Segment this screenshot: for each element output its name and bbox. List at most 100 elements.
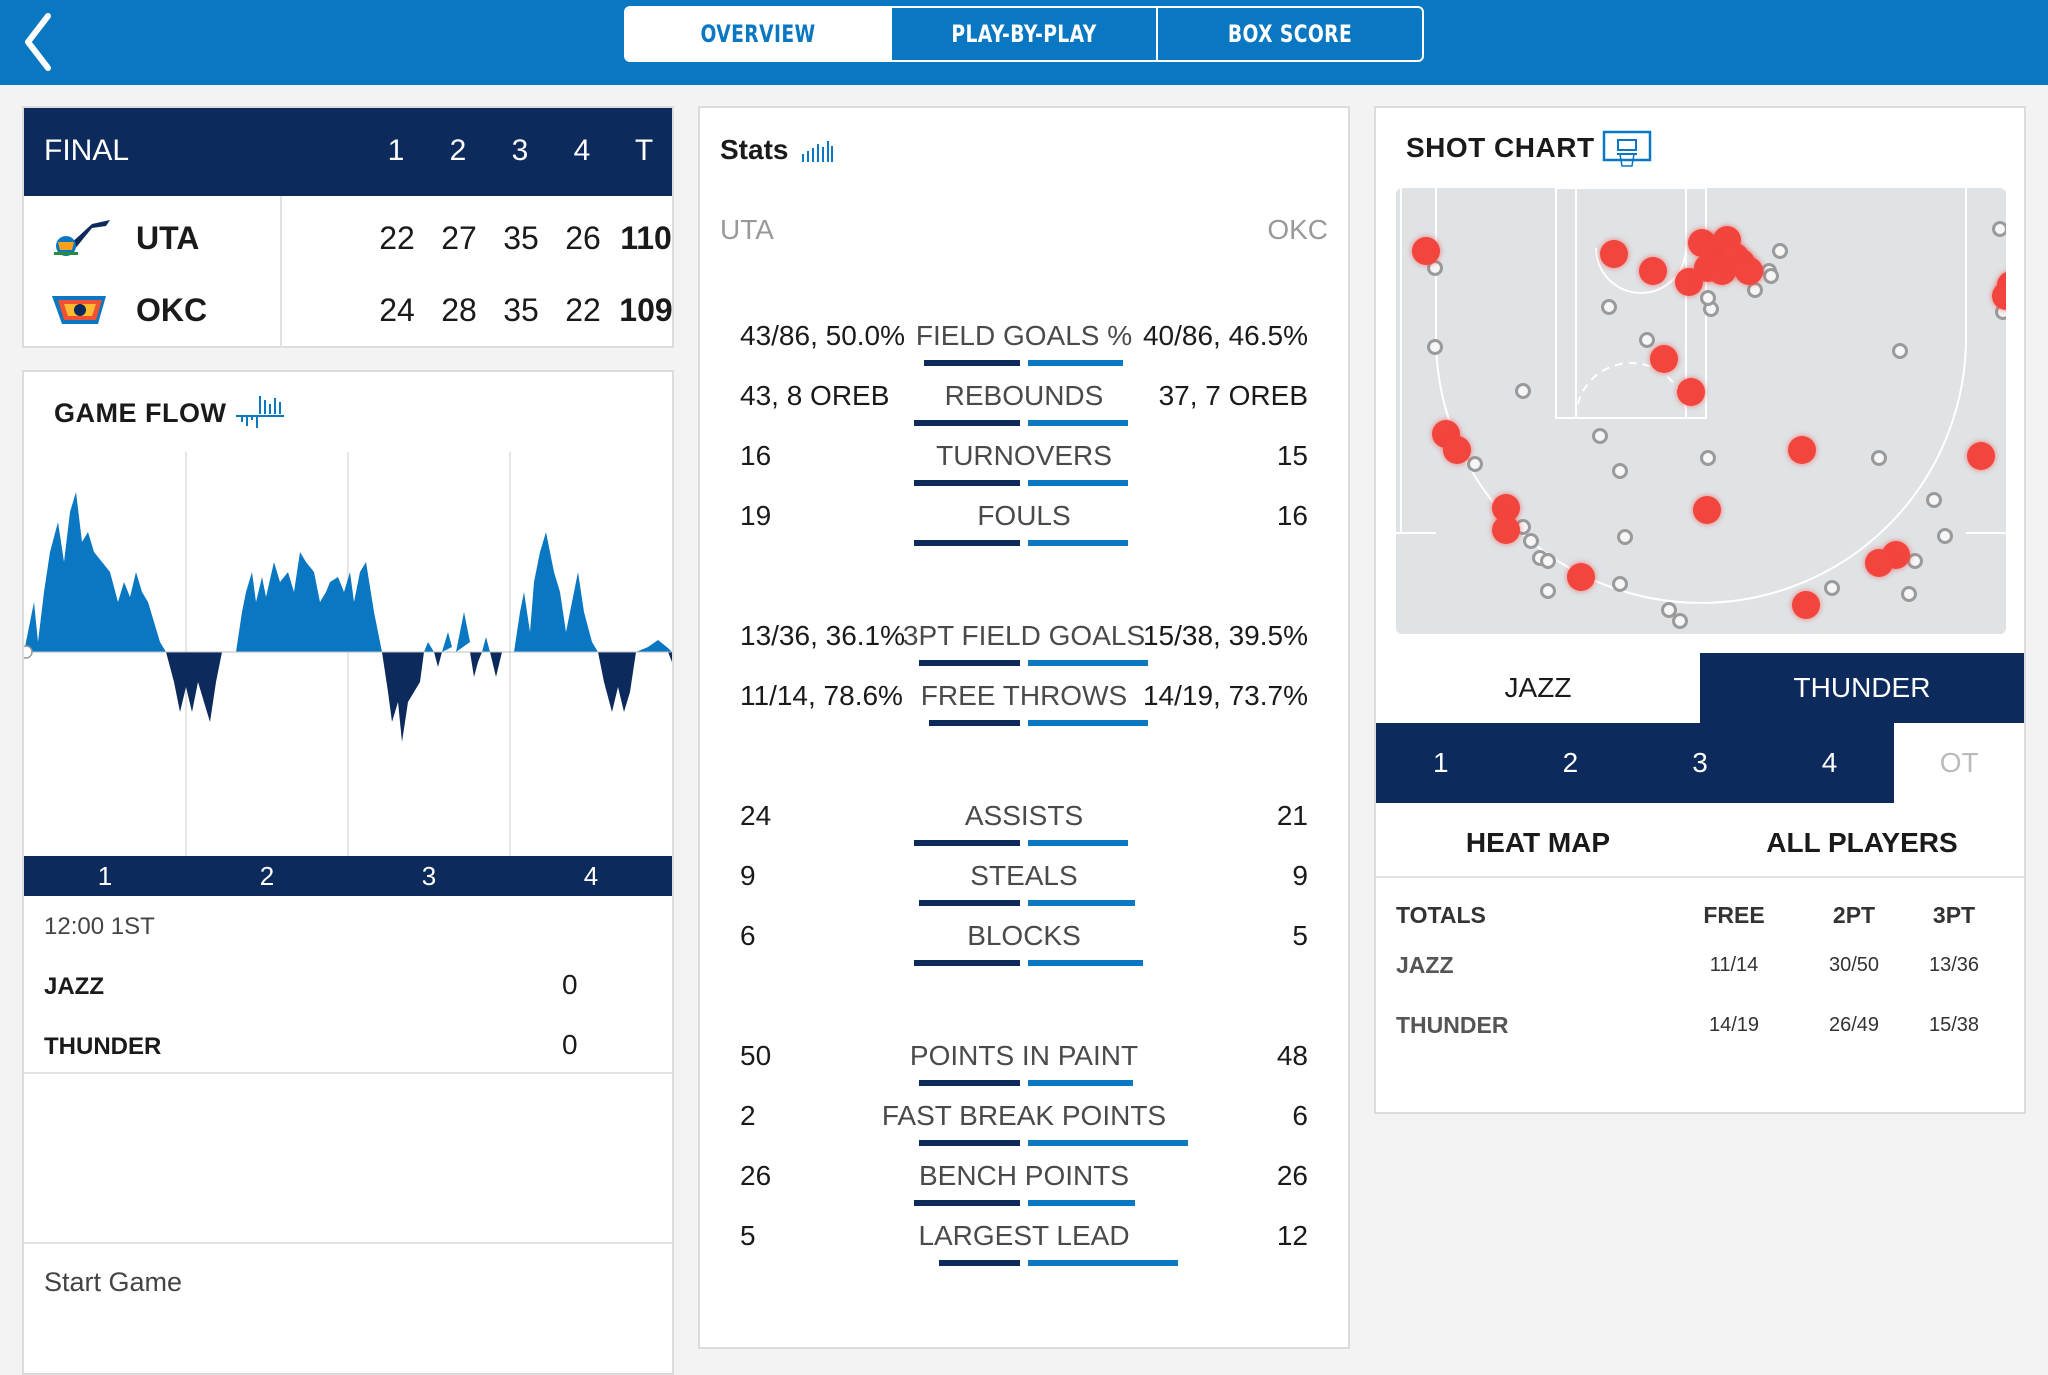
game-flow-chart [24, 452, 672, 856]
stats-title: Stats [720, 134, 789, 165]
stat-row: 19 FOULS 16 [700, 488, 1348, 548]
stats-card: Stats UTA OKC 43/86, 50.0% FIELD GOALS % 4… [698, 106, 1350, 1349]
quarter-score: 35 [503, 292, 539, 328]
divider [1376, 876, 2024, 878]
stat-left-bar [914, 840, 1020, 846]
stat-right-value: 16 [1276, 500, 1308, 531]
team-row-uta[interactable]: UTA 22 27 35 26 110 [24, 202, 672, 274]
stat-left-bar [914, 1200, 1020, 1206]
tab-team-thunder[interactable]: THUNDER [1700, 653, 2024, 723]
quarter-header: 1 [387, 134, 405, 167]
tab-box-score[interactable]: BOX SCORE [1156, 8, 1422, 60]
stat-left-value: 50 [740, 1040, 772, 1071]
stat-right-value: 48 [1276, 1040, 1308, 1071]
stats-bars-icon [802, 141, 833, 162]
made-shot-marker [1991, 281, 2006, 310]
game-flow-icon [236, 396, 284, 428]
missed-shot-marker [1611, 462, 1628, 479]
tab-play-by-play[interactable]: PLAY-BY-PLAY [890, 8, 1156, 60]
stat-right-value: 6 [1292, 1100, 1308, 1131]
heat-map-toggle[interactable]: HEAT MAP [1376, 818, 1700, 868]
missed-shot-marker [1992, 221, 2006, 238]
tab-overview-label: OVERVIEW [700, 20, 816, 48]
flow-time: 12:00 1ST [44, 913, 155, 940]
missed-shot-marker [1661, 602, 1678, 619]
stat-row: 9 STEALS 9 [700, 848, 1348, 908]
stat-right-bar [1028, 660, 1148, 666]
stats-left-team: UTA [720, 214, 774, 245]
stat-right-value: 9 [1292, 860, 1308, 891]
stat-right-value: 5 [1292, 920, 1308, 951]
all-players-dropdown[interactable]: ALL PLAYERS [1700, 818, 2024, 868]
missed-shot-marker [1600, 298, 1617, 315]
scoreboard-header: FINAL 1 2 3 4 T [24, 108, 672, 196]
made-shot-marker [1442, 436, 1471, 465]
flow-team: JAZZ [44, 973, 104, 1000]
quarter-tab-label: 3 [1692, 747, 1708, 778]
missed-shot-marker [1771, 243, 1788, 260]
quarter-tab-3[interactable]: 3 [1635, 723, 1765, 803]
game-flow-quarter-axis: 1 2 3 4 [24, 856, 672, 896]
back-icon[interactable] [20, 12, 60, 72]
quarter-tab-1[interactable]: 1 [1376, 723, 1506, 803]
stat-left-bar [929, 720, 1020, 726]
jazz-logo-icon [54, 220, 110, 256]
stat-left-bar [914, 420, 1020, 426]
tab-overview[interactable]: OVERVIEW [626, 8, 890, 60]
shot-chart-card: SHOT CHART JAZZ THUNDER [1374, 106, 2026, 1114]
made-shot-marker [1492, 516, 1521, 545]
stat-right-value: 15 [1276, 440, 1308, 471]
quarter-tab-2[interactable]: 2 [1505, 723, 1636, 803]
team-row-okc[interactable]: OKC 24 28 35 22 109 [24, 274, 673, 346]
missed-shot-marker [1539, 582, 1556, 599]
stats-right-team: OKC [1267, 214, 1328, 245]
quarter-tab-4[interactable]: 4 [1764, 723, 1895, 803]
totals-three: 13/36 [1928, 954, 1980, 976]
stat-label: FIELD GOALS % [915, 320, 1133, 351]
quarter-score: 24 [379, 292, 415, 328]
quarter-score: 27 [441, 220, 477, 256]
stat-left-bar [914, 540, 1020, 546]
stat-label: 3PT FIELD GOALS [902, 620, 1146, 651]
uta-lead-area [24, 492, 672, 652]
made-shot-marker [1600, 240, 1629, 269]
missed-shot-marker [1514, 382, 1531, 399]
stat-label: BENCH POINTS [918, 1160, 1130, 1191]
made-shot-marker [1787, 436, 1816, 465]
stat-left-bar [939, 1260, 1020, 1266]
stat-label: STEALS [970, 860, 1078, 891]
quarter-tab-ot[interactable]: OT [1894, 723, 2024, 803]
missed-shot-marker [1617, 529, 1634, 546]
quarter-label: 3 [421, 861, 437, 891]
stat-left-value: 24 [740, 800, 772, 831]
stat-right-bar [1028, 480, 1128, 486]
missed-shot-marker [1937, 527, 1954, 544]
stat-right-bar [1028, 1200, 1135, 1206]
stat-row: 50 POINTS IN PAINT 48 [700, 1028, 1348, 1088]
total-score: 110 [620, 220, 672, 256]
stat-row: 13/36, 36.1% 3PT FIELD GOALS 15/38, 39.5% [700, 608, 1348, 668]
scoreboard-card: FINAL 1 2 3 4 T UTA 22 27 35 26 110 OKC … [22, 106, 674, 348]
game-status: FINAL [44, 134, 130, 167]
quarter-tab-label: 2 [1562, 747, 1579, 778]
column-divider [280, 196, 282, 348]
okc-lead-area [166, 652, 672, 742]
made-shot-marker [1566, 563, 1595, 592]
made-shot-marker [1412, 237, 1441, 266]
stat-label: REBOUNDS [944, 380, 1104, 411]
thunder-logo-icon [52, 296, 106, 324]
stat-label: BLOCKS [967, 920, 1081, 951]
quarter-score: 22 [379, 220, 415, 256]
stat-right-bar [1028, 900, 1135, 906]
stat-left-value: 6 [740, 920, 756, 951]
heat-map-label: HEAT MAP [1465, 827, 1611, 858]
stat-right-bar [1028, 420, 1128, 426]
made-shot-marker [1638, 256, 1667, 285]
stat-right-bar [1028, 960, 1143, 966]
tab-team-jazz[interactable]: JAZZ [1376, 653, 1700, 723]
stat-right-bar [1028, 1260, 1178, 1266]
made-shot-marker [1735, 256, 1764, 285]
stat-right-value: 26 [1276, 1160, 1308, 1191]
flow-scrubber [24, 645, 33, 659]
stat-label: FAST BREAK POINTS [881, 1100, 1167, 1131]
